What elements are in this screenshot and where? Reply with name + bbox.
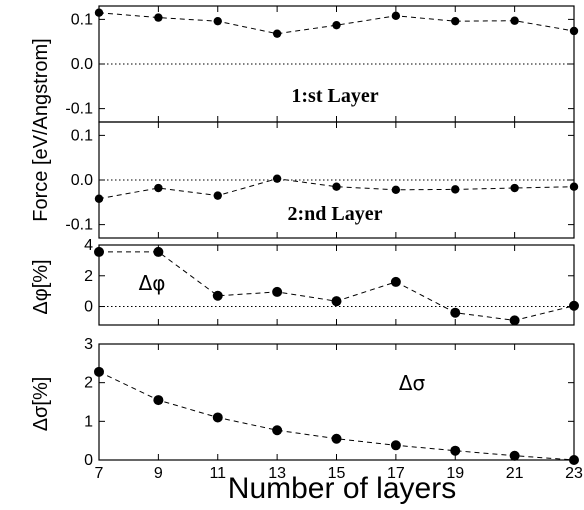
x-tick-label: 13 (268, 465, 286, 482)
x-tick-label: 19 (446, 465, 464, 482)
delta-phi-annotation: Δφ (139, 271, 166, 295)
force-2nd-ytick-label: 0.0 (71, 172, 93, 189)
delta-phi-point (153, 246, 164, 257)
force-1st-ytick-label: -0.1 (65, 101, 93, 118)
delta-sigma-point (331, 433, 342, 444)
force-2nd-point (391, 185, 401, 195)
force-2nd-point (569, 182, 579, 191)
x-tick-label: 7 (95, 465, 104, 482)
delta-phi-point (212, 290, 223, 301)
force-2nd-annotation: 2:nd Layer (288, 203, 383, 225)
force-2nd-panel: 0.1 0.0 -0.1 2:nd Layer (65, 121, 579, 239)
delta-sigma-point (569, 455, 579, 465)
delta-sigma-point (212, 412, 223, 423)
delta-sigma-series-line (98, 371, 575, 461)
delta-phi-panel: 4 2 0 Δφ (84, 237, 579, 326)
delta-phi-ytick-label: 2 (84, 268, 93, 285)
delta-phi-ylabel: Δφ[%] (30, 259, 52, 314)
delta-sigma-point (509, 450, 520, 461)
force-2nd-ytick-label: -0.1 (65, 217, 93, 234)
panels: 0.1 0.0 -0.1 1:st Layer 0.1 0.0 -0.1 2:nd Layer… (65, 5, 583, 482)
delta-phi-series-line (99, 251, 575, 321)
x-tick-label: 11 (209, 465, 226, 482)
delta-sigma-point (272, 425, 283, 436)
x-axis-label: Number of layers (228, 472, 456, 505)
force-1st-ytick-label: 0.0 (71, 56, 93, 73)
delta-sigma-ylabel: Δσ[%] (30, 377, 52, 432)
delta-phi-point (94, 246, 104, 257)
force-2nd-point (510, 183, 519, 193)
force-1st-point (154, 13, 163, 22)
force-2nd-point (154, 183, 163, 193)
delta-phi-ytick-label: 4 (84, 237, 93, 254)
force-2nd-point (272, 174, 282, 183)
delta-phi-ytick-label: 0 (84, 299, 93, 316)
delta-sigma-annotation: Δσ (399, 371, 426, 395)
shared-force-ylabel: Force [eV/Angstrom] (30, 38, 52, 221)
x-tick-label: 21 (506, 465, 524, 482)
force-1st-point (94, 8, 104, 17)
delta-sigma-ytick-label: 2 (84, 375, 93, 392)
force-2nd-point (332, 182, 341, 191)
delta-phi-point (390, 276, 401, 287)
delta-phi-point (569, 300, 579, 311)
force-1st-series-line (98, 12, 575, 35)
force-1st-point (213, 16, 222, 26)
force-1st-ytick-label: 0.1 (71, 11, 93, 28)
force-1st-point (391, 11, 401, 21)
force-2nd-series-line (98, 178, 575, 200)
x-tick-label: 9 (154, 465, 163, 482)
force-1st-panel: 0.1 0.0 -0.1 1:st Layer (65, 5, 579, 123)
force-1st-point (451, 16, 460, 26)
delta-sigma-panel: 3 2 1 0 Δσ (84, 336, 579, 469)
force-1st-annotation: 1:st Layer (291, 85, 378, 107)
force-1st-point (332, 20, 341, 30)
x-tick-label: 17 (387, 465, 405, 482)
force-2nd-point (213, 191, 222, 200)
delta-phi-point (450, 307, 461, 318)
delta-phi-point (509, 315, 520, 326)
force-2nd-point (451, 185, 460, 194)
x-tick-label: 15 (328, 465, 346, 482)
force-2nd-ytick-label: 0.1 (71, 127, 93, 144)
force-1st-point (272, 29, 282, 38)
delta-sigma-point (450, 445, 461, 456)
force-1st-point (510, 16, 519, 25)
force-2nd-point (94, 194, 104, 203)
delta-sigma-point (94, 366, 104, 377)
delta-sigma-point (153, 395, 164, 406)
delta-sigma-ytick-label: 3 (84, 336, 93, 353)
force-1st-point (569, 26, 579, 36)
delta-phi-point (272, 286, 283, 297)
delta-sigma-ytick-label: 0 (84, 452, 93, 469)
x-tick-label: 23 (565, 465, 583, 482)
delta-sigma-point (390, 440, 401, 451)
delta-phi-frame (98, 244, 575, 326)
delta-sigma-ytick-label: 1 (84, 413, 93, 430)
delta-phi-point (331, 296, 342, 307)
